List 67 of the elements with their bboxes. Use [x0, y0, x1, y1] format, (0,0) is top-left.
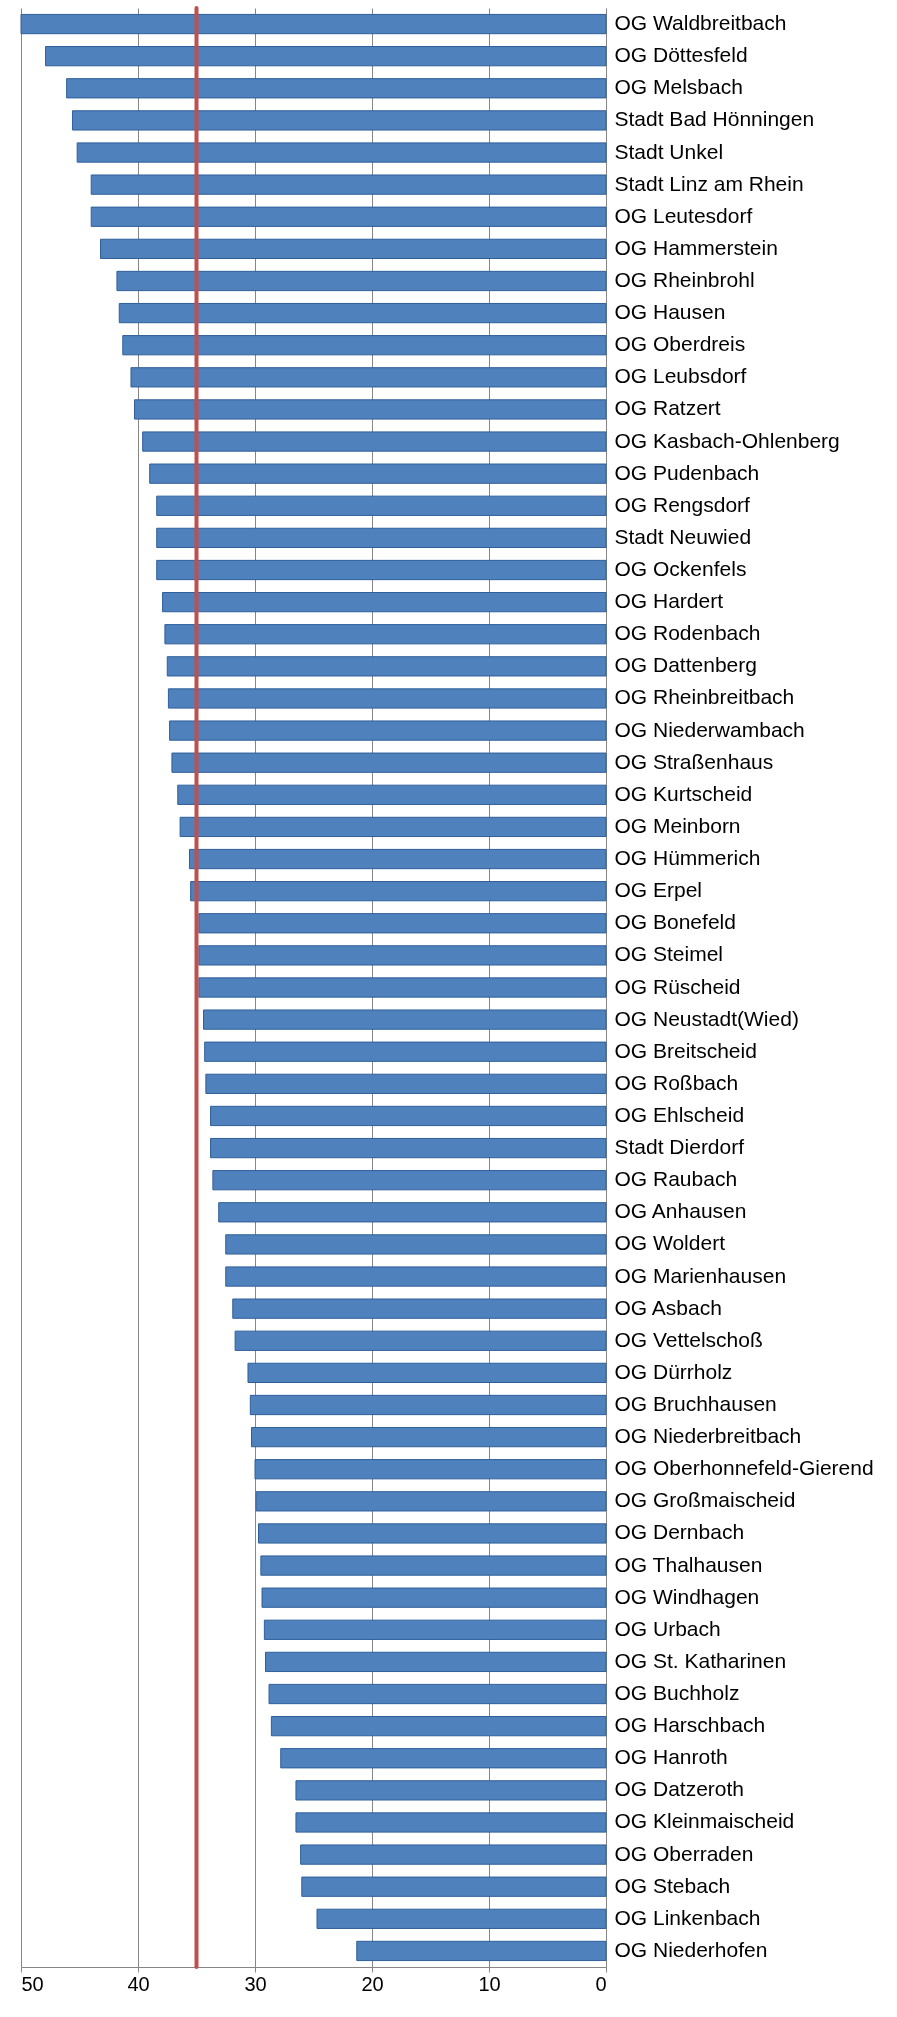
y-tick-label: OG Breitscheid — [614, 1038, 757, 1062]
y-tick-label: OG Anhausen — [614, 1199, 747, 1223]
x-tick-label: 40 — [127, 1972, 150, 1995]
x-tick-label: 0 — [595, 1972, 607, 1995]
y-tick-label: OG Ehlscheid — [614, 1102, 745, 1126]
y-tick-label: OG Ockenfels — [614, 557, 747, 581]
y-tick-label: OG St. Katharinen — [614, 1648, 787, 1672]
y-tick-label: OG Erpel — [614, 878, 703, 902]
y-tick-label: OG Marienhausen — [614, 1263, 787, 1287]
y-tick-label: OG Hausen — [614, 300, 726, 324]
y-tick-label: OG Raubach — [614, 1167, 738, 1191]
y-tick-label: OG Melsbach — [614, 75, 743, 99]
y-tick-label: OG Stebach — [614, 1873, 731, 1897]
y-tick-label: OG Hammerstein — [614, 235, 778, 259]
y-tick-label: OG Windhagen — [614, 1584, 760, 1608]
y-tick-label: OG Oberhonnefeld-Gierend — [614, 1456, 874, 1480]
y-tick-label: Stadt Unkel — [614, 139, 724, 163]
y-tick-label: OG Ratzert — [614, 396, 721, 420]
y-tick-label: Stadt Bad Hönningen — [614, 107, 815, 131]
y-tick-label: OG Bruchhausen — [614, 1391, 777, 1415]
y-tick-label: OG Meinborn — [614, 813, 741, 837]
y-tick-label: OG Dürrholz — [614, 1359, 733, 1383]
y-tick-label: OG Vettelschoß — [614, 1327, 763, 1351]
y-tick-label: OG Harschbach — [614, 1713, 766, 1737]
x-tick-label: 50 — [21, 1972, 44, 1995]
y-tick-label: OG Niederbreitbach — [614, 1424, 802, 1448]
y-tick-label: OG Buchholz — [614, 1681, 740, 1705]
y-tick-label: OG Dernbach — [614, 1520, 745, 1544]
y-tick-label: OG Hümmerich — [614, 846, 761, 870]
y-tick-label: OG Steimel — [614, 942, 724, 966]
y-tick-label: OG Linkenbach — [614, 1905, 761, 1929]
y-tick-label: Stadt Linz am Rhein — [614, 171, 804, 195]
y-tick-label: OG Rheinbrohl — [614, 267, 755, 291]
y-tick-label: OG Hanroth — [614, 1745, 728, 1769]
y-tick-label: Stadt Dierdorf — [614, 1135, 745, 1159]
y-tick-label: OG Datzeroth — [614, 1777, 745, 1801]
y-tick-label: OG Döttesfeld — [614, 43, 748, 67]
y-tick-label: OG Leutesdorf — [614, 203, 753, 227]
y-tick-label: OG Rüscheid — [614, 974, 741, 998]
y-tick-label: OG Dattenberg — [614, 653, 757, 677]
y-tick-label: OG Pudenbach — [614, 460, 760, 484]
y-tick-label: OG Großmaischeid — [614, 1488, 796, 1512]
y-tick-label: OG Roßbach — [614, 1070, 739, 1094]
x-tick-label: 10 — [478, 1972, 501, 1995]
y-tick-label: OG Rheinbreitbach — [614, 685, 795, 709]
y-tick-label: Stadt Neuwied — [614, 524, 752, 548]
y-tick-label: OG Kleinmaischeid — [614, 1809, 795, 1833]
y-tick-label: OG Kasbach-Ohlenberg — [614, 428, 840, 452]
y-tick-label: OG Kurtscheid — [614, 781, 753, 805]
y-tick-label: OG Rodenbach — [614, 621, 761, 645]
y-tick-label: OG Niederhofen — [614, 1937, 768, 1961]
y-tick-label: OG Bonefeld — [614, 910, 736, 934]
y-tick-label: OG Rengsdorf — [614, 492, 751, 516]
y-tick-label: OG Neustadt(Wied) — [614, 1006, 799, 1030]
y-tick-label: OG Oberdreis — [614, 332, 746, 356]
y-tick-label: OG Straßenhaus — [614, 749, 774, 773]
y-tick-label: OG Urbach — [614, 1616, 721, 1640]
x-tick-label: 20 — [361, 1972, 384, 1995]
y-tick-label: OG Hardert — [614, 589, 724, 613]
y-tick-label: OG Oberraden — [614, 1841, 754, 1865]
y-tick-label: OG Niederwambach — [614, 717, 805, 741]
y-tick-label: OG Leubsdorf — [614, 364, 747, 388]
y-tick-label: OG Woldert — [614, 1231, 726, 1255]
y-tick-label: OG Waldbreitbach — [614, 11, 787, 35]
y-tick-label: OG Thalhausen — [614, 1552, 763, 1576]
x-tick-label: 30 — [244, 1972, 267, 1995]
y-tick-label: OG Asbach — [614, 1295, 722, 1319]
